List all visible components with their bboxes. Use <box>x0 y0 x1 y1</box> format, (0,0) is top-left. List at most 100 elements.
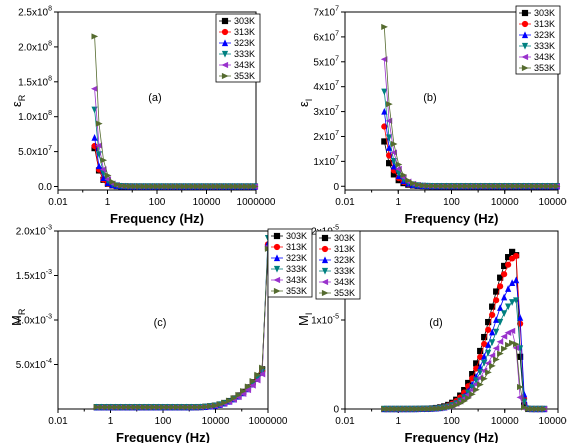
data-point <box>448 183 456 190</box>
data-point <box>386 134 393 142</box>
data-point <box>461 397 468 405</box>
y-tick-label: 5.0x10-4 <box>16 358 52 371</box>
data-point <box>240 388 247 395</box>
data-point <box>544 183 551 190</box>
data-point <box>548 183 556 190</box>
y-tick-exponent: 7 <box>335 30 339 37</box>
legend-label: 303K <box>334 233 355 243</box>
data-point <box>501 271 508 278</box>
series-line <box>94 109 255 187</box>
data-point <box>497 350 504 357</box>
data-point <box>221 399 228 406</box>
data-point <box>414 181 422 188</box>
data-point <box>469 371 476 378</box>
y-axis-label: εI <box>296 99 314 107</box>
data-point <box>472 183 479 190</box>
data-point <box>453 402 460 409</box>
legend-marker <box>321 256 329 264</box>
data-point <box>112 404 120 411</box>
data-point <box>481 359 488 367</box>
data-point <box>465 394 472 402</box>
data-point <box>211 183 219 190</box>
data-point <box>244 386 252 394</box>
data-point <box>489 328 496 336</box>
y-tick-label: 1x10-5 <box>311 314 339 327</box>
series-343K <box>380 56 560 190</box>
data-point <box>501 183 508 190</box>
series-line <box>94 145 255 187</box>
data-point <box>140 404 148 411</box>
data-point <box>505 285 512 292</box>
data-point <box>433 183 441 190</box>
panel-label: (a) <box>148 92 161 104</box>
x-tick-label: 10000 <box>193 197 221 208</box>
data-point <box>453 183 460 190</box>
data-point <box>247 183 255 190</box>
legend-label: 333K <box>286 264 307 274</box>
data-point <box>417 405 424 413</box>
data-point <box>525 405 532 413</box>
legend-marker <box>221 50 229 58</box>
data-point <box>107 404 115 411</box>
data-point <box>515 183 523 190</box>
series-343K <box>90 85 259 190</box>
x-tick-label: 1 <box>108 416 114 427</box>
y-tick-exponent: -5 <box>333 314 339 321</box>
data-point <box>493 356 500 363</box>
x-tick-label: 10000 <box>491 416 519 427</box>
data-point <box>481 352 488 360</box>
series-353K <box>93 245 272 411</box>
data-point <box>405 405 412 413</box>
legend-marker <box>521 9 529 17</box>
data-point <box>381 107 388 115</box>
series-333K <box>91 106 259 191</box>
series-line <box>383 59 557 187</box>
y-tick-mantissa: 3x10 <box>313 107 335 118</box>
data-point <box>469 375 476 382</box>
data-point <box>389 405 396 413</box>
data-point <box>211 402 219 409</box>
data-point <box>443 183 451 190</box>
data-point <box>513 276 520 284</box>
data-point <box>517 383 524 391</box>
series-353K <box>381 23 561 190</box>
data-point <box>400 171 408 179</box>
data-point <box>185 183 192 190</box>
data-point <box>409 405 416 413</box>
data-point <box>393 405 400 413</box>
legend-marker <box>273 232 281 240</box>
data-point <box>497 304 504 311</box>
data-point <box>481 333 488 341</box>
y-tick-exponent: -3 <box>46 225 52 232</box>
legend-marker <box>273 287 281 295</box>
data-point <box>481 340 488 348</box>
x-tick-label: 0.01 <box>335 416 355 427</box>
data-point <box>513 341 520 348</box>
data-point <box>259 364 266 371</box>
data-point <box>493 297 500 304</box>
data-point <box>449 403 456 410</box>
data-point <box>198 183 206 190</box>
x-tick-label: 100 <box>443 197 460 208</box>
series-323K <box>381 107 560 190</box>
legend-box <box>215 13 261 83</box>
data-point <box>197 403 205 411</box>
panel-0: 0.01 1 100 10000 10000000.05.0x1071.0x1081.5… <box>9 6 276 227</box>
plot-frame <box>344 230 559 410</box>
legend-marker <box>221 72 229 80</box>
data-point <box>254 371 262 378</box>
panel-label: (d) <box>429 317 442 329</box>
x-tick-label: 0.01 <box>335 197 355 208</box>
legend-marker <box>273 276 281 284</box>
legend-label: 313K <box>234 27 255 37</box>
legend-label: 323K <box>286 253 307 263</box>
legend-label: 343K <box>286 275 307 285</box>
y-tick-mantissa: 6x10 <box>313 32 335 43</box>
legend-marker <box>273 265 281 273</box>
data-point <box>497 274 504 281</box>
y-tick-exponent: 8 <box>48 40 52 47</box>
y-tick-label: 2x107 <box>313 130 339 143</box>
data-point <box>390 162 398 170</box>
